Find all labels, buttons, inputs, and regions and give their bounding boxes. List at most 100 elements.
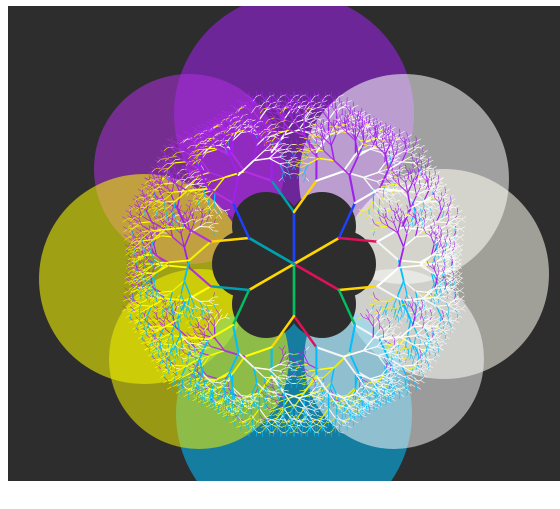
fractal-branch: [386, 141, 393, 147]
fractal-branch: [309, 131, 315, 137]
fractal-branch: [437, 347, 440, 353]
fractal-branch: [418, 369, 421, 375]
fractal-branch: [324, 414, 329, 420]
fractal-branch: [167, 359, 176, 366]
fractal-branch: [448, 200, 452, 208]
fractal-branch: [436, 229, 440, 237]
fractal-branch: [167, 352, 173, 356]
fractal-branch: [423, 339, 432, 342]
fractal-branch: [306, 378, 315, 380]
fractal-branch: [316, 398, 322, 404]
fractal-branch: [378, 207, 386, 211]
fractal-branch: [273, 424, 280, 428]
fractal-branch: [434, 220, 439, 225]
fractal-branch: [219, 379, 226, 384]
fractal-branch: [148, 291, 152, 299]
fractal-branch: [348, 154, 360, 176]
fractal-branch: [242, 403, 245, 410]
fractal-branch: [290, 96, 295, 102]
fractal-branch: [431, 213, 436, 218]
fractal-branch: [350, 111, 357, 115]
fractal-branch: [303, 345, 306, 351]
fractal-branch: [169, 290, 174, 303]
fractal-branch: [413, 380, 421, 382]
fractal-branch: [442, 273, 445, 282]
fractal-branch: [413, 378, 420, 382]
fractal-branch: [385, 135, 387, 142]
fractal-branch: [196, 192, 205, 196]
fractal-branch: [252, 426, 257, 432]
fractal-branch: [235, 406, 240, 413]
fractal-branch: [376, 399, 382, 402]
fractal-branch: [254, 393, 261, 395]
fractal-branch: [384, 213, 388, 220]
fractal-branch: [197, 373, 204, 385]
fractal-branch: [190, 342, 195, 349]
fractal-branch: [391, 167, 394, 173]
fractal-branch: [265, 404, 269, 409]
fractal-branch: [129, 291, 135, 295]
fractal-branch: [409, 214, 416, 218]
fractal-branch: [265, 386, 272, 393]
fractal-branch: [396, 372, 402, 375]
fractal-branch: [419, 376, 425, 381]
fractal-branch: [435, 221, 449, 224]
fractal-branch: [452, 261, 458, 265]
fractal-branch: [233, 114, 239, 121]
fractal-branch: [277, 395, 280, 402]
fractal-branch: [266, 414, 272, 418]
fractal-branch: [424, 219, 432, 221]
fractal-branch: [235, 409, 241, 413]
fractal-branch: [223, 371, 231, 386]
fractal-branch: [418, 179, 421, 188]
fractal-branch: [422, 287, 436, 300]
fractal-branch: [194, 390, 196, 398]
fractal-branch: [191, 214, 194, 220]
fractal-branch: [359, 122, 364, 131]
fractal-branch: [191, 377, 198, 382]
fractal-branch: [412, 212, 416, 218]
fractal-branch: [343, 420, 348, 427]
fractal-branch: [397, 354, 402, 361]
fractal-branch: [380, 135, 386, 139]
fractal-branch: [151, 297, 156, 302]
fractal-branch: [415, 158, 418, 165]
fractal-branch: [266, 139, 274, 143]
fractal-branch: [380, 185, 386, 188]
fractal-branch: [246, 126, 254, 129]
fractal-branch: [393, 388, 396, 395]
fractal-branch: [394, 214, 397, 220]
fractal-branch: [243, 170, 273, 182]
fractal-branch: [353, 124, 360, 127]
fractal-branch: [434, 280, 444, 289]
fractal-branch: [151, 337, 160, 343]
fractal-branch: [232, 387, 236, 399]
fractal-branch: [253, 128, 257, 133]
fractal-branch: [162, 369, 168, 373]
fractal-branch: [441, 249, 444, 258]
fractal-branch: [410, 370, 419, 372]
fractal-branch: [304, 114, 311, 121]
fractal-branch: [384, 317, 390, 321]
fractal-branch: [277, 377, 287, 380]
fractal-branch: [261, 402, 267, 405]
fractal-branch: [189, 158, 196, 161]
fractal-branch: [422, 300, 427, 305]
fractal-branch: [456, 269, 461, 274]
fractal-branch: [315, 137, 318, 145]
fractal-branch: [275, 111, 283, 115]
fractal-branch: [433, 229, 441, 231]
fractal-branch: [132, 276, 137, 283]
fractal-branch: [433, 297, 439, 302]
fractal-branch: [387, 178, 395, 181]
fractal-branch: [356, 127, 363, 134]
fractal-branch: [171, 332, 174, 344]
fractal-branch: [265, 386, 268, 395]
fractal-branch: [132, 274, 138, 279]
fractal-branch: [406, 141, 412, 145]
fractal-branch: [399, 166, 401, 172]
fractal-branch: [178, 347, 185, 350]
fractal-branch: [248, 426, 253, 432]
fractal-branch: [336, 121, 342, 127]
